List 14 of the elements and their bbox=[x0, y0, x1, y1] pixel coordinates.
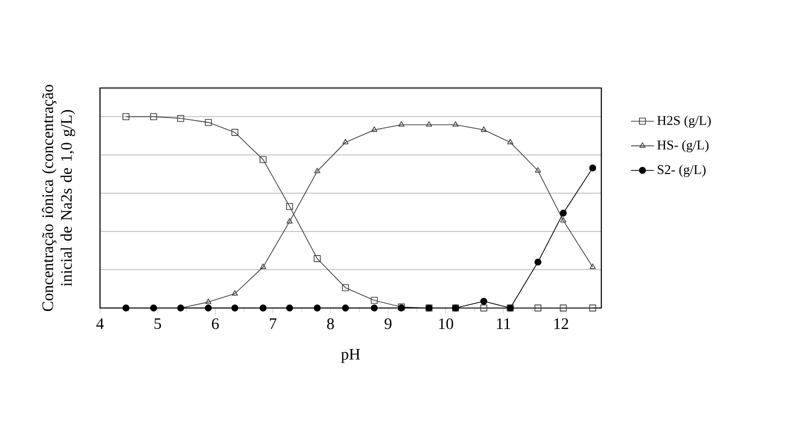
x-tick-label: 12 bbox=[554, 318, 568, 329]
x-tick-label: 4 bbox=[96, 318, 104, 329]
x-tick-label: 10 bbox=[439, 318, 454, 330]
legend-label: HS- (g/L) bbox=[657, 140, 709, 152]
legend-label: S2- (g/L) bbox=[658, 164, 706, 177]
x-tick-label: 11 bbox=[497, 318, 510, 329]
x-tick-label: 8 bbox=[327, 318, 334, 330]
x-axis-title: pH bbox=[341, 349, 360, 363]
y-axis-title: Concentração iônica (concentração inicial de Na2s de 1,0 g/L) bbox=[42, 84, 76, 312]
x-tick-label: 5 bbox=[154, 318, 162, 330]
x-tick-label: 6 bbox=[212, 318, 219, 330]
legend-label: H2S (g/L) bbox=[657, 116, 711, 128]
x-tick-label: 7 bbox=[270, 318, 276, 329]
x-tick-label: 9 bbox=[384, 318, 392, 330]
